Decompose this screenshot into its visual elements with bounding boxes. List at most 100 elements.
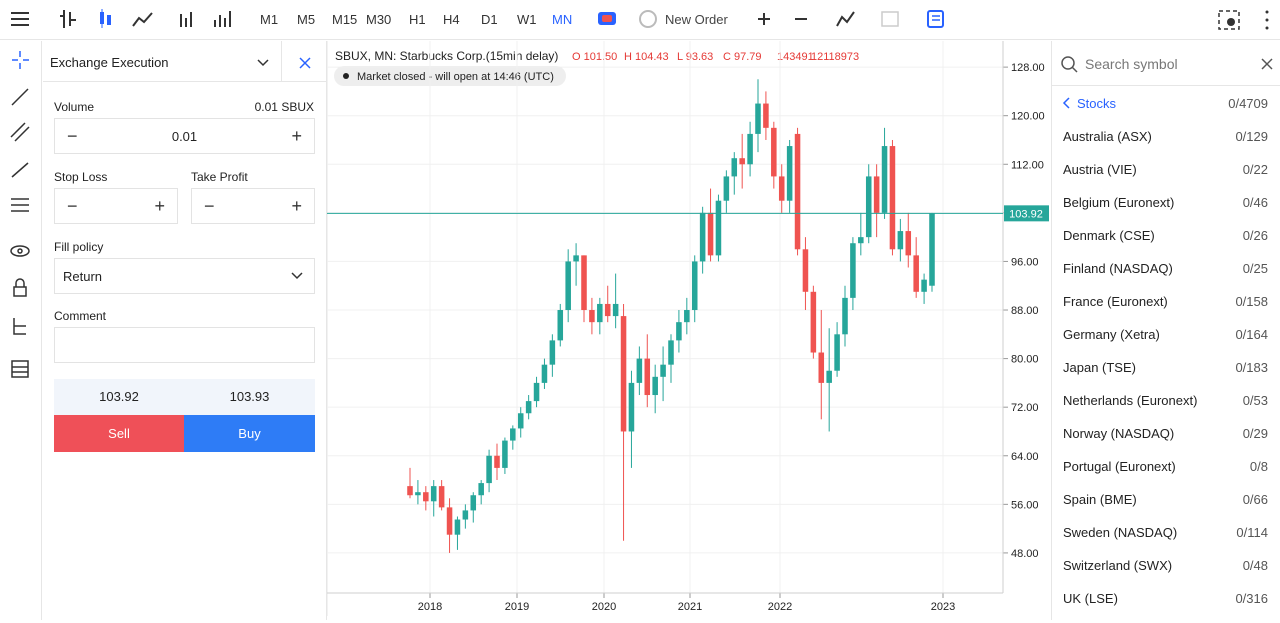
new-order-button[interactable]: New Order: [665, 12, 728, 27]
ask-price: 103.93: [184, 379, 315, 415]
fill-policy-select[interactable]: Return: [54, 258, 315, 294]
symbol-row[interactable]: France (Euronext) 0/158: [1063, 294, 1268, 309]
candle-body: [494, 455, 500, 468]
symbol-row[interactable]: Sweden (NASDAQ) 0/114: [1063, 525, 1268, 540]
candle-body: [691, 261, 698, 311]
buy-button[interactable]: Buy: [184, 415, 315, 452]
ohlc-value: H 104.43: [624, 51, 669, 63]
candle-body: [810, 291, 817, 353]
close-icon[interactable]: [1260, 57, 1274, 71]
candle-body: [533, 382, 540, 402]
candle-body: [858, 237, 864, 244]
candle-body: [684, 310, 690, 323]
timeframe-button[interactable]: W1: [517, 12, 537, 27]
symbol-count: 0/66: [1242, 492, 1268, 507]
candle-body: [818, 352, 825, 383]
symbol-row[interactable]: Australia (ASX) 0/129: [1063, 129, 1268, 144]
symbol-count: 0/53: [1242, 393, 1268, 408]
candle-body: [446, 507, 453, 535]
symbol-count: 0/26: [1242, 228, 1268, 243]
symbol-row[interactable]: Japan (TSE) 0/183: [1063, 360, 1268, 375]
symbol-row[interactable]: Belgium (Euronext) 0/46: [1063, 195, 1268, 210]
candle-body: [723, 176, 730, 201]
candle-body: [470, 495, 477, 511]
symbol-row[interactable]: Austria (VIE) 0/22: [1063, 162, 1268, 177]
candle-body: [423, 492, 429, 502]
x-tick-label: 2023: [931, 601, 955, 613]
candle-body: [905, 231, 912, 256]
symbol-name: Belgium (Euronext): [1063, 195, 1175, 210]
symbol-row[interactable]: Spain (BME) 0/66: [1063, 492, 1268, 507]
symbol-count: 0/8: [1249, 459, 1268, 474]
symbol-row[interactable]: Denmark (CSE) 0/26: [1063, 228, 1268, 243]
candle-body: [826, 370, 832, 383]
candle-body: [407, 486, 413, 496]
candle-body: [842, 297, 848, 335]
timeframe-button[interactable]: M30: [366, 12, 392, 27]
ohlc-value: C 97.79: [723, 51, 762, 63]
symbol-row[interactable]: Portugal (Euronext) 0/8: [1063, 459, 1268, 474]
symbol-row[interactable]: Norway (NASDAQ) 0/29: [1063, 426, 1268, 441]
panel-controls[interactable]: [253, 53, 323, 73]
sell-button[interactable]: Sell: [54, 415, 184, 452]
candle-body: [676, 322, 682, 341]
candle-body: [873, 176, 880, 213]
comment-input[interactable]: [54, 327, 315, 363]
symbol-name: Germany (Xetra): [1063, 327, 1160, 342]
timeframe-button[interactable]: H4: [443, 12, 460, 27]
symbol-name: Norway (NASDAQ): [1063, 426, 1175, 441]
symbol-name: Portugal (Euronext): [1063, 459, 1176, 474]
candle-body: [921, 279, 927, 292]
y-tick-label: 80.00: [1011, 354, 1039, 366]
symbol-name: France (Euronext): [1063, 294, 1168, 309]
plus[interactable]: +: [154, 196, 165, 216]
stop-loss-input[interactable]: − +: [54, 188, 178, 224]
price-label-bg: [1004, 205, 1049, 222]
volume-label: Volume: [54, 100, 95, 114]
minus[interactable]: −: [67, 126, 78, 146]
minus[interactable]: −: [204, 196, 215, 216]
fill-policy-value: Return: [63, 269, 103, 284]
take-profit-input[interactable]: − +: [191, 188, 315, 224]
candle-body: [454, 519, 461, 535]
symbol-name: Sweden (NASDAQ): [1063, 525, 1178, 540]
toolbar-icons-right: [598, 10, 944, 28]
candle-body: [565, 261, 571, 311]
candle-body: [589, 310, 595, 323]
candle-body: [834, 334, 840, 371]
symbol-count: 0/183: [1235, 360, 1268, 375]
timeframe-button[interactable]: M5: [297, 12, 316, 27]
search-icon: [1061, 56, 1078, 73]
candle-body: [699, 212, 706, 262]
volume-input[interactable]: − 0.01 +: [54, 118, 315, 154]
symbol-row[interactable]: Switzerland (SWX) 0/48: [1063, 558, 1268, 573]
stop-loss-label: Stop Loss: [54, 170, 108, 184]
plus[interactable]: +: [291, 196, 302, 216]
symbol-row[interactable]: UK (LSE) 0/316: [1063, 591, 1268, 606]
candle-body: [636, 358, 643, 383]
group-name[interactable]: Stocks: [1077, 96, 1117, 111]
ohlc-value: O 101.50: [572, 51, 617, 63]
toolbar-icons: [11, 9, 231, 28]
symbol-row[interactable]: Finland (NASDAQ) 0/25: [1063, 261, 1268, 276]
candle-body: [486, 455, 492, 484]
timeframe-button[interactable]: M15: [332, 12, 358, 27]
timeframe-button[interactable]: M1: [260, 12, 279, 27]
timeframe-button[interactable]: H1: [409, 12, 426, 27]
minus[interactable]: −: [67, 196, 78, 216]
search-input[interactable]: Search symbol: [1085, 56, 1178, 72]
back-icon[interactable]: [1062, 97, 1072, 109]
candle-body: [525, 401, 532, 414]
symbol-row[interactable]: Netherlands (Euronext) 0/53: [1063, 393, 1268, 408]
x-tick-label: 2022: [768, 601, 792, 613]
symbol-row[interactable]: Germany (Xetra) 0/164: [1063, 327, 1268, 342]
plus[interactable]: +: [291, 126, 302, 146]
timeframe-button[interactable]: D1: [481, 12, 498, 27]
symbol-name: Denmark (CSE): [1063, 228, 1155, 243]
timeframe-button[interactable]: MN: [552, 12, 573, 27]
candle-body: [557, 310, 564, 341]
symbol-count: 0/164: [1235, 327, 1268, 342]
candle-body: [707, 212, 714, 256]
x-tick-label: 2020: [592, 601, 616, 613]
candle-body: [802, 249, 809, 292]
